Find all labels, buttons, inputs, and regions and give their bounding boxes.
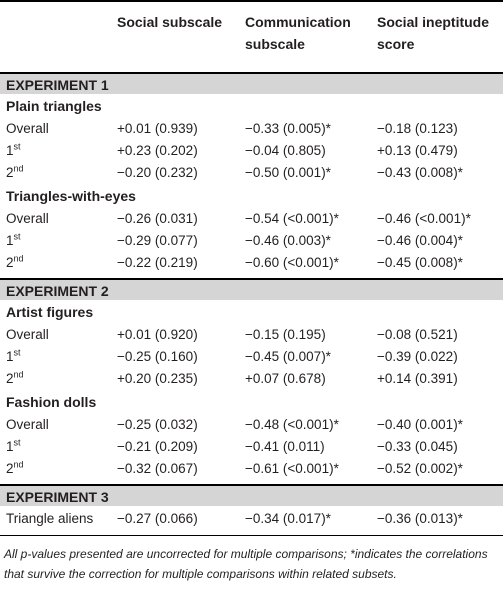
- ineptitude-cell: −0.39 (0.022): [377, 349, 458, 364]
- social-cell: +0.01 (0.920): [117, 327, 198, 342]
- communication-cell: −0.04 (0.805): [245, 143, 326, 158]
- social-cell: −0.29 (0.077): [117, 233, 198, 248]
- table-row: 1st −0.25 (0.160) −0.45 (0.007)* −0.39 (…: [0, 346, 503, 368]
- social-cell: −0.20 (0.232): [117, 165, 198, 180]
- ineptitude-cell: −0.52 (0.002)*: [377, 461, 463, 476]
- header-communication-subscale: Communication subscale: [245, 14, 351, 52]
- communication-cell: −0.61 (<0.001)*: [245, 461, 339, 476]
- experiment-1-bar: EXPERIMENT 1: [0, 72, 503, 94]
- header-social-subscale: Social subscale: [117, 14, 223, 30]
- row-label: 2nd: [6, 369, 24, 386]
- table-row: Overall +0.01 (0.939) −0.33 (0.005)* −0.…: [0, 118, 503, 140]
- table-row: 1st −0.21 (0.209) −0.41 (0.011) −0.33 (0…: [0, 436, 503, 458]
- table-row: Overall −0.25 (0.032) −0.48 (<0.001)* −0…: [0, 414, 503, 436]
- ineptitude-cell: −0.45 (0.008)*: [377, 255, 463, 270]
- social-cell: −0.25 (0.032): [117, 417, 198, 432]
- table-row: 2nd −0.22 (0.219) −0.60 (<0.001)* −0.45 …: [0, 252, 503, 274]
- header-social-ineptitude-score: Social ineptitude score: [377, 14, 490, 52]
- ineptitude-cell: +0.14 (0.391): [377, 371, 458, 386]
- row-label: 1st: [6, 347, 21, 364]
- table-row: Triangle aliens −0.27 (0.066) −0.34 (0.0…: [0, 508, 503, 530]
- table-row: Overall −0.26 (0.031) −0.54 (<0.001)* −0…: [0, 208, 503, 230]
- experiment-label: EXPERIMENT 3: [6, 489, 109, 505]
- row-label: Overall: [6, 327, 49, 342]
- social-cell: −0.32 (0.067): [117, 461, 198, 476]
- ineptitude-cell: −0.18 (0.123): [377, 121, 458, 136]
- row-label: 1st: [6, 231, 21, 248]
- ineptitude-cell: −0.46 (0.004)*: [377, 233, 463, 248]
- communication-cell: −0.15 (0.195): [245, 327, 326, 342]
- social-cell: +0.01 (0.939): [117, 121, 198, 136]
- table-footnote: All p-values presented are uncorrected f…: [4, 547, 488, 581]
- table-row: Overall +0.01 (0.920) −0.15 (0.195) −0.0…: [0, 324, 503, 346]
- experiment-2-bar: EXPERIMENT 2: [0, 278, 503, 300]
- social-cell: −0.22 (0.219): [117, 255, 198, 270]
- table-top-rule: [0, 0, 503, 2]
- section-title: Triangles-with-eyes: [6, 188, 136, 204]
- social-cell: −0.21 (0.209): [117, 439, 198, 454]
- communication-cell: −0.34 (0.017)*: [245, 511, 331, 526]
- row-label: 2nd: [6, 163, 24, 180]
- experiment-label: EXPERIMENT 1: [6, 77, 109, 93]
- ineptitude-cell: −0.36 (0.013)*: [377, 511, 463, 526]
- social-cell: +0.20 (0.235): [117, 371, 198, 386]
- communication-cell: −0.45 (0.007)*: [245, 349, 331, 364]
- experiment-label: EXPERIMENT 2: [6, 283, 109, 299]
- ineptitude-cell: −0.43 (0.008)*: [377, 165, 463, 180]
- table-row: 2nd −0.20 (0.232) −0.50 (0.001)* −0.43 (…: [0, 162, 503, 184]
- communication-cell: −0.54 (<0.001)*: [245, 211, 339, 226]
- social-cell: −0.27 (0.066): [117, 511, 198, 526]
- table-bottom-rule: [0, 535, 503, 536]
- ineptitude-cell: +0.13 (0.479): [377, 143, 458, 158]
- social-cell: −0.26 (0.031): [117, 211, 198, 226]
- ineptitude-cell: −0.08 (0.521): [377, 327, 458, 342]
- ineptitude-cell: −0.46 (<0.001)*: [377, 211, 471, 226]
- table-row: 2nd −0.32 (0.067) −0.61 (<0.001)* −0.52 …: [0, 458, 503, 480]
- row-label: Overall: [6, 417, 49, 432]
- table-row: 2nd +0.20 (0.235) +0.07 (0.678) +0.14 (0…: [0, 368, 503, 390]
- row-label: 2nd: [6, 253, 24, 270]
- row-label: Overall: [6, 121, 49, 136]
- table-row: 1st +0.23 (0.202) −0.04 (0.805) +0.13 (0…: [0, 140, 503, 162]
- social-cell: −0.25 (0.160): [117, 349, 198, 364]
- communication-cell: −0.41 (0.011): [245, 439, 325, 454]
- table-row: 1st −0.29 (0.077) −0.46 (0.003)* −0.46 (…: [0, 230, 503, 252]
- communication-cell: −0.48 (<0.001)*: [245, 417, 339, 432]
- row-label: Overall: [6, 211, 49, 226]
- experiment-3-bar: EXPERIMENT 3: [0, 484, 503, 506]
- section-title: Fashion dolls: [6, 394, 97, 410]
- social-cell: +0.23 (0.202): [117, 143, 198, 158]
- row-label: Triangle aliens: [6, 511, 94, 526]
- row-label: 1st: [6, 141, 21, 158]
- ineptitude-cell: −0.40 (0.001)*: [377, 417, 463, 432]
- section-title: Artist figures: [6, 304, 94, 320]
- communication-cell: −0.60 (<0.001)*: [245, 255, 339, 270]
- row-label: 2nd: [6, 459, 24, 476]
- communication-cell: −0.50 (0.001)*: [245, 165, 331, 180]
- ineptitude-cell: −0.33 (0.045): [377, 439, 458, 454]
- communication-cell: −0.46 (0.003)*: [245, 233, 331, 248]
- communication-cell: −0.33 (0.005)*: [245, 121, 331, 136]
- row-label: 1st: [6, 437, 21, 454]
- section-title: Plain triangles: [6, 98, 102, 114]
- communication-cell: +0.07 (0.678): [245, 371, 326, 386]
